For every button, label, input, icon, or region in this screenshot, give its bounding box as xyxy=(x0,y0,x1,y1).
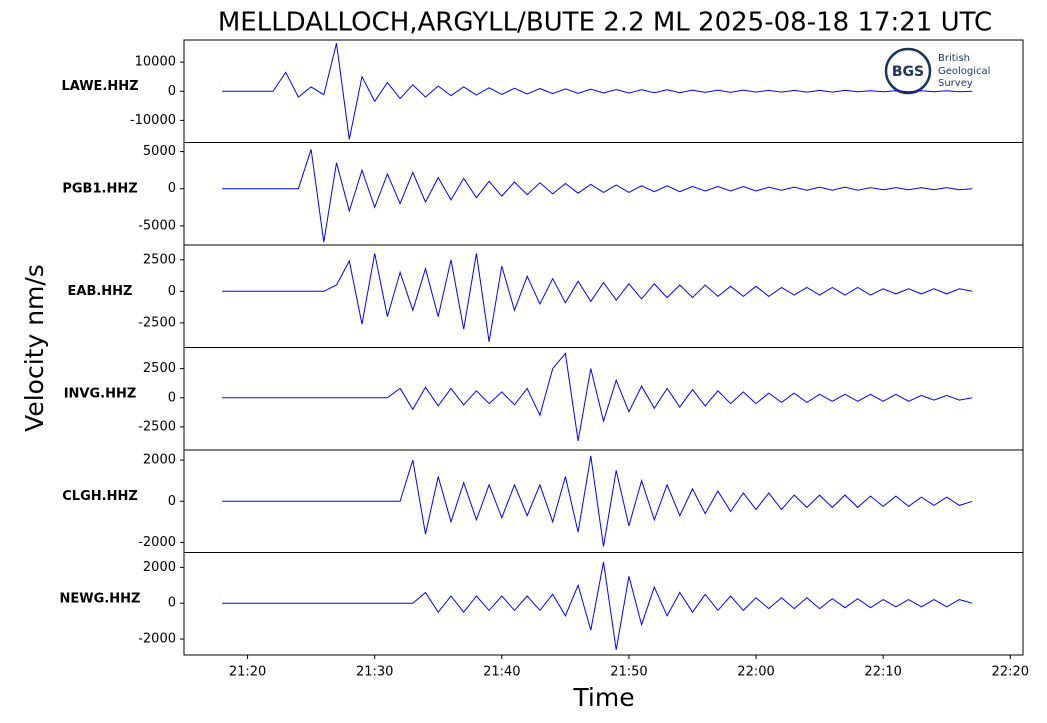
waveform xyxy=(222,149,973,243)
x-tick-label: 22:10 xyxy=(864,665,901,680)
y-tick-label: -2500 xyxy=(138,419,176,434)
y-tick-label: 2000 xyxy=(143,560,176,575)
y-tick-label: 0 xyxy=(168,181,176,196)
trace-label: LAWE.HHZ xyxy=(61,79,138,94)
waveform xyxy=(222,561,973,650)
y-tick-label: 0 xyxy=(168,84,176,99)
trace-label: EAB.HHZ xyxy=(68,284,133,299)
y-tick-label: 10000 xyxy=(135,55,176,70)
logo-text: Geological xyxy=(938,66,990,77)
x-tick-label: 22:20 xyxy=(992,665,1029,680)
y-tick-label: -10000 xyxy=(130,113,176,128)
y-tick-label: 2500 xyxy=(143,252,176,267)
trace-label: CLGH.HHZ xyxy=(62,489,138,504)
y-tick-label: 0 xyxy=(168,390,176,405)
x-tick-label: 22:00 xyxy=(737,665,774,680)
logo-text: Survey xyxy=(938,78,973,89)
y-tick-label: -5000 xyxy=(138,218,176,233)
trace-label: INVG.HHZ xyxy=(64,386,137,401)
y-axis-label: Velocity nm/s xyxy=(20,264,49,432)
x-tick-label: 21:20 xyxy=(229,665,266,680)
waveform xyxy=(222,253,973,342)
y-tick-label: 0 xyxy=(168,284,176,299)
trace-label: NEWG.HHZ xyxy=(60,591,141,606)
waveform xyxy=(222,43,973,140)
y-tick-label: 2000 xyxy=(143,453,176,468)
logo-text: British xyxy=(938,53,970,64)
waveform xyxy=(222,455,973,547)
y-tick-label: -2000 xyxy=(138,632,176,647)
panel-frame xyxy=(183,244,1024,348)
waveform xyxy=(222,352,973,441)
trace-label: PGB1.HHZ xyxy=(62,181,137,196)
x-tick-label: 21:30 xyxy=(356,665,393,680)
logo: BGS British Geological Survey xyxy=(884,47,990,95)
x-tick-label: 21:50 xyxy=(610,665,647,680)
y-tick-label: -2500 xyxy=(138,315,176,330)
panel-frame xyxy=(183,347,1024,451)
y-tick-label: 0 xyxy=(168,494,176,509)
y-tick-label: 2500 xyxy=(143,361,176,376)
panel-frame xyxy=(183,552,1024,656)
x-axis-label: Time xyxy=(572,683,634,712)
y-tick-label: -2000 xyxy=(138,535,176,550)
y-tick-label: 0 xyxy=(168,596,176,611)
chart-title: MELLDALLOCH,ARGYLL/BUTE 2.2 ML 2025-08-1… xyxy=(218,8,992,38)
panel-frame xyxy=(183,142,1024,246)
logo-ring xyxy=(884,47,932,95)
x-tick-label: 21:40 xyxy=(483,665,520,680)
logo-mark: BGS xyxy=(892,64,924,80)
y-tick-label: 5000 xyxy=(143,144,176,159)
